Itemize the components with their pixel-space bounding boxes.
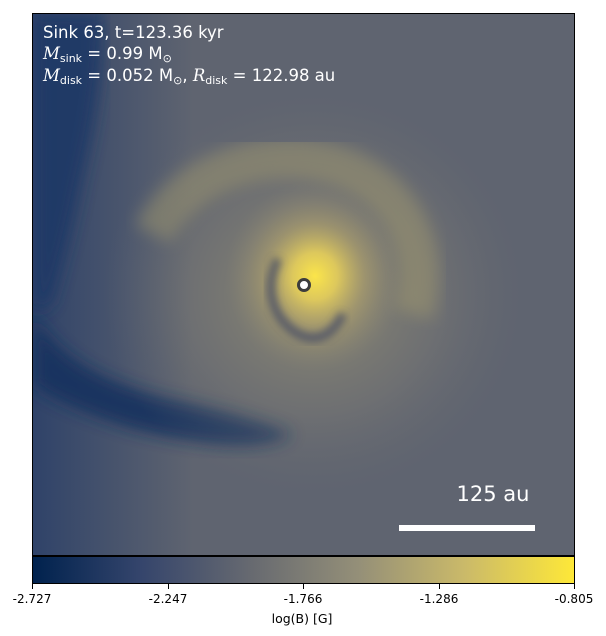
colorbar-tick [303,584,304,589]
sink-mass-symbol: M [43,44,60,63]
sink-marker [297,278,311,292]
disk-properties: Mdisk = 0.052 M⊙, Rdisk = 122.98 au [43,65,335,91]
colorbar-tick-label: -2.247 [148,592,188,606]
disk-mass-subscript: disk [59,74,83,87]
sink-marker-icon [297,278,311,292]
disk-radius-symbol: R [192,66,206,85]
disk-mass-unit-subscript: ⊙ [173,74,183,87]
sink-mass-unit-subscript: ⊙ [162,52,172,65]
sink-mass: Msink = 0.99 M⊙ [43,43,172,69]
colorbar-tick-label: -0.805 [554,592,594,606]
disk-separator: , [182,66,193,85]
scale-bar-label: 125 au [456,482,530,506]
disk-radius-subscript: disk [205,74,228,87]
disk-mass-symbol: M [43,66,60,85]
colorbar-tick-label: -2.727 [12,592,52,606]
colorbar-tick [439,584,440,589]
scale-bar [399,525,535,531]
colorbar [32,556,575,584]
sink-title: Sink 63, t=123.36 kyr [43,23,224,42]
disk-radius-value: = 122.98 au [227,66,336,85]
dark-lane-top [33,14,104,314]
colorbar-tick-label: -1.286 [419,592,459,606]
disk-mass-value: = 0.052 M [82,66,174,85]
sink-mass-subscript: sink [59,52,83,65]
colorbar-tick-label: -1.766 [283,592,323,606]
magnetic-field-map: Sink 63, t=123.36 kyr Msink = 0.99 M⊙ Md… [32,13,575,556]
sink-mass-value: = 0.99 M [82,44,163,63]
colorbar-tick [168,584,169,589]
colorbar-label: log(B) [G] [271,611,333,626]
colorbar-tick [32,584,33,589]
colorbar-tick [574,584,575,589]
field-image [33,14,574,555]
